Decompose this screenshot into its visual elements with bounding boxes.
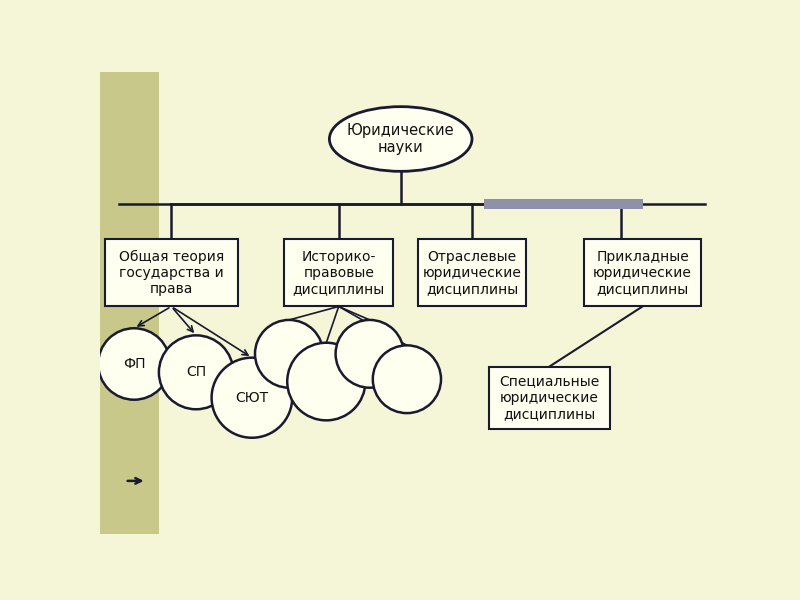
Text: Прикладные
юридические
дисциплины: Прикладные юридические дисциплины bbox=[593, 250, 692, 296]
Ellipse shape bbox=[336, 320, 404, 388]
Bar bbox=[418, 239, 526, 307]
Bar bbox=[584, 239, 702, 307]
Bar bbox=[285, 239, 393, 307]
Ellipse shape bbox=[211, 358, 292, 438]
Ellipse shape bbox=[287, 343, 366, 421]
Text: Специальные
юридические
дисциплины: Специальные юридические дисциплины bbox=[499, 374, 600, 421]
Bar bbox=[485, 199, 642, 209]
Text: СП: СП bbox=[186, 365, 206, 379]
Ellipse shape bbox=[330, 107, 472, 172]
Text: СЮТ: СЮТ bbox=[235, 391, 269, 405]
Text: Юридические
науки: Юридические науки bbox=[347, 123, 454, 155]
Text: Общая теория
государства и
права: Общая теория государства и права bbox=[118, 250, 224, 296]
Bar bbox=[489, 367, 610, 429]
Text: Историко-
правовые
дисциплины: Историко- правовые дисциплины bbox=[293, 250, 385, 296]
Bar bbox=[100, 72, 159, 534]
Ellipse shape bbox=[159, 335, 234, 409]
Ellipse shape bbox=[373, 346, 441, 413]
Text: ФП: ФП bbox=[123, 357, 146, 371]
Ellipse shape bbox=[255, 320, 323, 388]
Text: Отраслевые
юридические
дисциплины: Отраслевые юридические дисциплины bbox=[422, 250, 522, 296]
Bar bbox=[105, 239, 238, 307]
Ellipse shape bbox=[98, 328, 170, 400]
